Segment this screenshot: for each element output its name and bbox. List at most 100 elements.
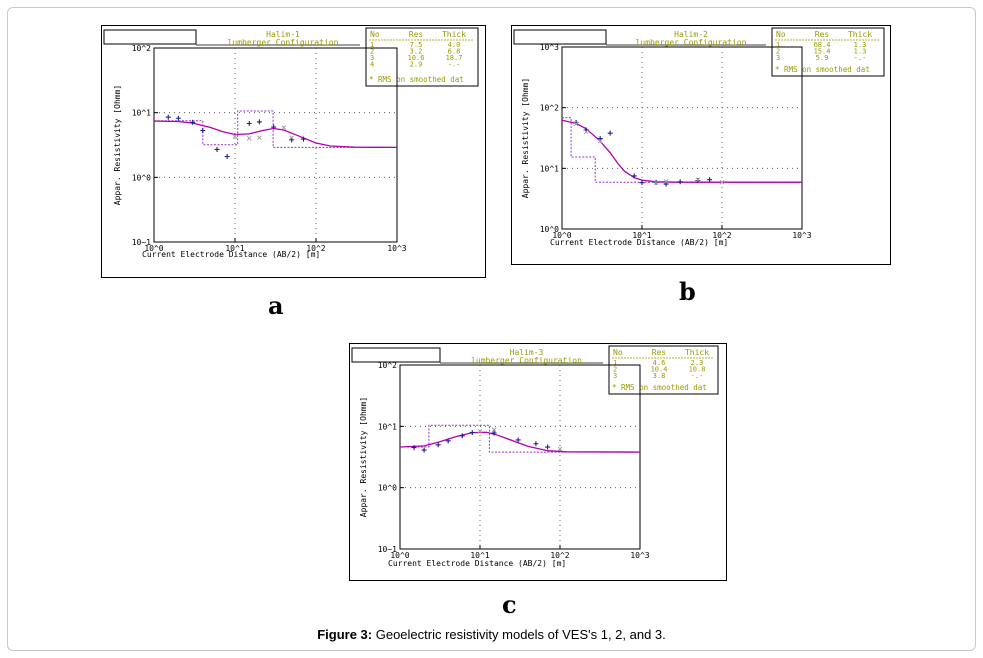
x-tick-label: 10^1 [225,244,244,253]
observed-point [200,127,206,133]
layer-no: 3 [776,54,780,62]
layer-no: 2 [370,48,374,56]
layer-no: 4 [370,61,374,69]
x-tick-label: 10^2 [550,551,569,560]
chart-subtitle: lumberger Configuration [228,38,339,47]
fitted-curve [399,431,641,453]
calculated-point [232,134,238,139]
y-tick-label: 10^0 [378,484,397,493]
calculated-point [477,428,483,434]
plot-area [399,364,641,550]
table-header-thick: Thick [848,30,872,39]
y-tick-label: 10^1 [540,164,559,173]
chart-subtitle: lumberger Configuration [471,356,582,365]
y-tick-label: 10^3 [540,43,559,52]
layer-res: 15.4 [814,48,831,56]
y-tick-label: 10~1 [378,545,397,554]
observed-point [256,119,262,125]
chart-title: Halim-3 [510,348,544,357]
x-tick-label: 10^3 [387,244,406,253]
observed-point [677,179,683,185]
panel-label-b: b [679,277,696,306]
layer-no: 1 [613,359,617,367]
observed-point [246,120,252,126]
x-tick-label: 10^1 [470,551,489,560]
caption-text: Geoelectric resistivity models of VES's … [372,627,666,642]
observed-point [435,442,441,448]
x-tick-label: 10^2 [712,231,731,240]
y-axis-label: Appar. Resistivity [Ohmm] [521,78,530,198]
observed-point [190,119,196,125]
observed-point [515,437,521,443]
plot-area [153,47,398,243]
y-tick-label: 10^2 [132,44,151,53]
layer-model-line [154,110,397,148]
layer-thick: 6.8 [448,48,461,56]
observed-point [695,178,701,184]
x-tick-label: 10^0 [552,231,571,240]
ves-1-panel: Halim-1 lumberger Configuration No Res Thick… [101,25,486,278]
calculated-point [557,446,563,452]
chart-subtitle: lumberger Configuration [636,38,747,47]
figure-caption: Figure 3: Geoelectric resistivity models… [0,627,983,642]
observed-point [607,130,613,136]
observed-point [214,146,220,152]
x-tick-label: 10^3 [630,551,649,560]
layer-no: 1 [776,41,780,49]
x-tick-label: 10^1 [632,231,651,240]
x-tick-label: 10^2 [306,244,325,253]
layer-res: 3.8 [653,372,666,380]
layer-res: 3.2 [410,48,423,56]
layer-no: 2 [613,366,617,374]
layer-no: 3 [370,54,374,62]
layer-model-line [562,117,802,183]
x-axis-label: Current Electrode Distance (AB/2) [m] [550,238,728,247]
observed-point [597,136,603,142]
layer-thick: -.- [448,61,461,69]
observed-point [469,430,475,436]
layer-no: 2 [776,48,780,56]
calculated-point [281,125,287,130]
calculated-point [491,427,497,433]
calculated-point [246,136,252,141]
ves-3-panel: Halim-3 lumberger Configuration No Res Thick… [349,343,727,581]
table-header-res: Res [409,30,424,39]
observed-point [421,447,427,453]
calculated-point [597,138,603,144]
ves-2-panel: Halim-2 lumberger Configuration No Res Thick… [511,25,891,265]
observed-point [459,433,465,439]
y-tick-label: 10^1 [132,109,151,118]
layer-thick: -.- [691,372,704,380]
observed-point [707,177,713,183]
layer-thick: 2.3 [691,359,704,367]
x-tick-label: 10^0 [390,551,409,560]
panel-label-a: a [268,291,284,320]
y-axis-label: Appar. Resistivity [Ohmm] [359,397,368,517]
calculated-point [663,179,669,184]
layer-thick: 1.3 [854,41,867,49]
table-header-no: No [613,348,623,357]
layer-table-box [365,27,479,87]
x-tick-label: 10^0 [144,244,163,253]
observed-point [224,153,230,159]
calculated-point [695,177,701,183]
layer-res: 4.6 [653,359,666,367]
layer-table: No Res Thick 1 4.6 2.3 2 10.4 10.8 3 3.8 -.- * RMS o… [608,345,719,395]
figure-frame [7,7,976,651]
calculated-point [257,135,262,141]
layer-table-box [771,27,885,77]
table-header-res: Res [652,348,667,357]
layer-no: 1 [370,41,374,49]
layer-thick: 1.3 [854,48,867,56]
layer-res: 68.4 [814,41,831,49]
table-header-no: No [370,30,380,39]
observed-point [631,173,637,179]
observed-point [639,180,645,186]
y-tick-label: 10~1 [132,238,151,247]
calculated-point [573,121,579,127]
observed-point [545,444,551,450]
layer-thick: -.- [854,54,867,62]
x-axis-label: Current Electrode Distance (AB/2) [m] [142,250,320,259]
